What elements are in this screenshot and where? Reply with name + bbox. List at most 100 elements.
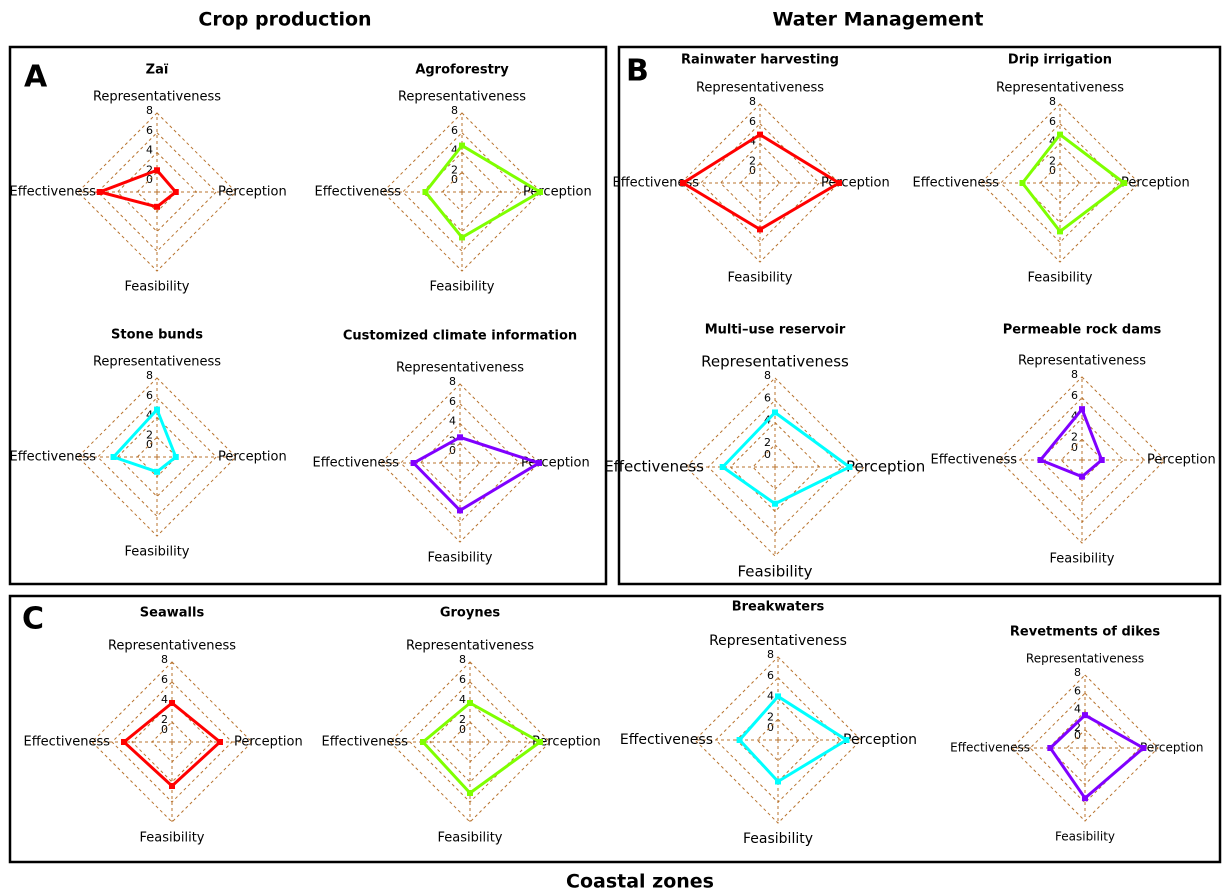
tick-label: 8 (764, 369, 771, 382)
axis-label: Perception (532, 735, 601, 750)
data-point (1057, 131, 1063, 138)
axis-label: Representativeness (93, 355, 221, 370)
grid-ring (680, 103, 840, 263)
axis-label: Feasibility (728, 271, 793, 286)
chart-title: Drip irrigation (1008, 53, 1112, 68)
panel-box (617, 45, 1222, 586)
tick-label: 2 (161, 713, 168, 726)
grid-ring (1047, 710, 1123, 786)
series-line (94, 168, 178, 209)
tick-label: 6 (1049, 115, 1056, 128)
tick-label: 6 (449, 395, 456, 408)
data-point (457, 507, 463, 514)
axis-label: Perception (218, 185, 287, 200)
data-point (1079, 406, 1085, 413)
tick-label: 8 (449, 375, 456, 388)
data-point (457, 434, 463, 441)
panel-title: Water Management (773, 9, 984, 31)
axis-label: Representativeness (1018, 354, 1146, 369)
tick-label: 8 (459, 653, 466, 666)
axis-label: Perception (521, 456, 590, 471)
series-line (411, 435, 543, 513)
chart-title: Multi–use reservoir (705, 323, 846, 338)
grid-ring (400, 403, 520, 523)
data-point (217, 739, 223, 745)
chart-title: Groynes (440, 606, 501, 621)
grid-ring (429, 701, 511, 783)
axis-label: Feasibility (1055, 830, 1115, 844)
axis-label: Effectiveness (315, 185, 402, 200)
panel-letter: C (22, 602, 44, 637)
axis-label: Perception (1121, 176, 1190, 191)
axis-label: Perception (218, 450, 287, 465)
grid-ring (382, 112, 542, 272)
tick-label: 0 (1074, 729, 1081, 742)
data-point (719, 464, 726, 470)
grid-ring (739, 162, 781, 204)
data-point (1057, 228, 1063, 235)
grid-ring (1039, 162, 1081, 204)
tick-label: 8 (1074, 666, 1081, 679)
data-point (1037, 457, 1044, 463)
grid-ring (449, 721, 491, 763)
tick-label: 0 (449, 444, 456, 457)
tick-label: 2 (459, 713, 466, 726)
tick-label: 0 (749, 164, 756, 177)
data-point (757, 131, 763, 138)
data-point (459, 234, 465, 241)
chart-title: Rainwater harvesting (681, 53, 839, 68)
tick-label: 4 (459, 693, 466, 706)
axis-label: Representativeness (696, 81, 824, 96)
data-point (1121, 180, 1128, 186)
grid-ring (1011, 674, 1159, 822)
tick-label: 0 (146, 438, 153, 451)
chart-title: Stone bunds (111, 328, 203, 343)
axis-label: Representativeness (398, 90, 526, 105)
chart-title: Agroforestry (415, 63, 509, 78)
data-point (1098, 457, 1105, 463)
grid-ring (409, 681, 531, 803)
chart-title: Customized climate information (343, 329, 577, 344)
data-point (172, 454, 179, 460)
data-point (422, 189, 429, 195)
axis-label: Effectiveness (931, 453, 1018, 468)
grid-ring (77, 377, 237, 537)
axis-label: Feasibility (430, 280, 495, 295)
data-point (679, 180, 686, 186)
tick-label: 4 (767, 690, 774, 703)
tick-label: 2 (749, 154, 756, 167)
data-point (154, 167, 160, 174)
data-point (736, 737, 743, 743)
grid-ring (700, 123, 820, 243)
data-point (836, 180, 842, 186)
grid-ring (402, 132, 522, 252)
axis-label: Feasibility (438, 831, 503, 846)
axis-label: Effectiveness (313, 456, 400, 471)
data-point (1079, 473, 1085, 480)
tick-label: 6 (451, 124, 458, 137)
series-line (420, 701, 543, 795)
tick-label: 4 (161, 693, 168, 706)
tick-label: 4 (146, 144, 153, 157)
data-point (843, 737, 850, 743)
grid-ring (97, 397, 217, 517)
axis-label: Effectiveness (24, 735, 111, 750)
chart-title: Breakwaters (732, 600, 825, 615)
tick-label: 2 (146, 163, 153, 176)
panel-title: Crop production (198, 9, 371, 31)
grid-ring (77, 112, 237, 272)
axis-label: Representativeness (996, 81, 1124, 96)
axis-label: Effectiveness (604, 458, 704, 476)
grid-ring (441, 171, 483, 213)
chart-title: Permeable rock dams (1003, 323, 1162, 338)
axis-label: Representativeness (396, 361, 524, 376)
grid-ring (136, 436, 178, 478)
tick-label: 8 (1071, 368, 1078, 381)
panel-box (8, 594, 1222, 864)
data-point (121, 739, 127, 745)
axis-label: Perception (821, 176, 890, 191)
tick-label: 2 (451, 163, 458, 176)
data-point (410, 460, 417, 466)
panel-letter: A (24, 60, 48, 95)
data-point (172, 189, 179, 195)
